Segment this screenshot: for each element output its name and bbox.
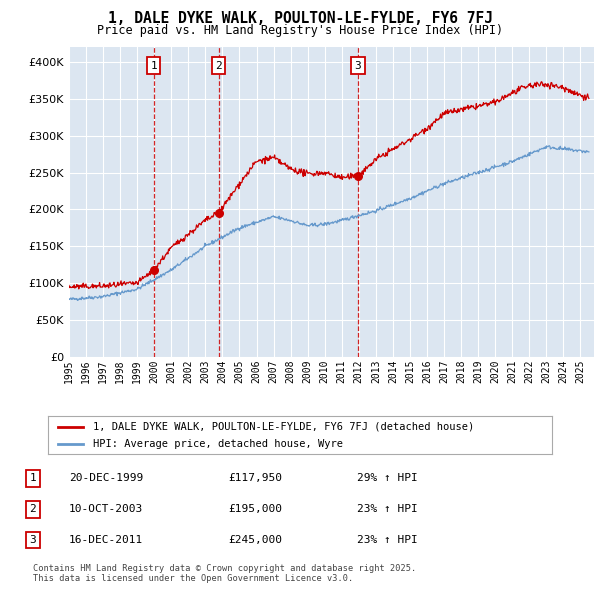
Text: 2: 2 <box>215 61 222 71</box>
Text: 23% ↑ HPI: 23% ↑ HPI <box>357 504 418 514</box>
Text: Contains HM Land Registry data © Crown copyright and database right 2025.
This d: Contains HM Land Registry data © Crown c… <box>33 563 416 583</box>
Text: 1, DALE DYKE WALK, POULTON-LE-FYLDE, FY6 7FJ: 1, DALE DYKE WALK, POULTON-LE-FYLDE, FY6… <box>107 11 493 25</box>
Text: 3: 3 <box>355 61 361 71</box>
Text: HPI: Average price, detached house, Wyre: HPI: Average price, detached house, Wyre <box>94 438 343 448</box>
Text: £195,000: £195,000 <box>228 504 282 514</box>
Text: 2: 2 <box>29 504 37 514</box>
Text: 10-OCT-2003: 10-OCT-2003 <box>69 504 143 514</box>
Text: 1: 1 <box>29 474 37 483</box>
Text: £117,950: £117,950 <box>228 474 282 483</box>
Text: 3: 3 <box>29 535 37 545</box>
Text: 1: 1 <box>151 61 157 71</box>
Text: Price paid vs. HM Land Registry's House Price Index (HPI): Price paid vs. HM Land Registry's House … <box>97 24 503 37</box>
Text: 16-DEC-2011: 16-DEC-2011 <box>69 535 143 545</box>
Text: 23% ↑ HPI: 23% ↑ HPI <box>357 535 418 545</box>
Text: 20-DEC-1999: 20-DEC-1999 <box>69 474 143 483</box>
Text: 1, DALE DYKE WALK, POULTON-LE-FYLDE, FY6 7FJ (detached house): 1, DALE DYKE WALK, POULTON-LE-FYLDE, FY6… <box>94 422 475 432</box>
Text: £245,000: £245,000 <box>228 535 282 545</box>
Text: 29% ↑ HPI: 29% ↑ HPI <box>357 474 418 483</box>
